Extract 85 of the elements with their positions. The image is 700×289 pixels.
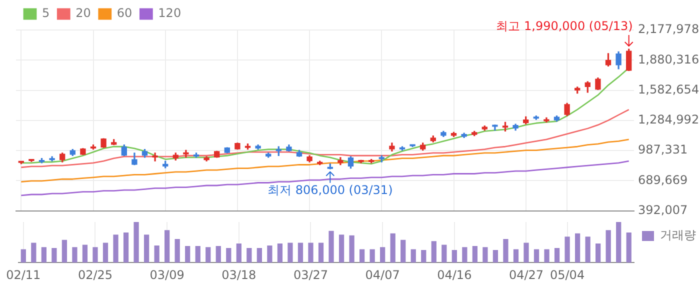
- bar: [123, 232, 129, 263]
- bar: [31, 242, 36, 263]
- bar: [288, 242, 293, 263]
- x-tick-label: 04/16: [437, 268, 472, 282]
- bar: [102, 242, 108, 263]
- bar: [442, 244, 447, 263]
- bar: [370, 249, 375, 263]
- bar: [462, 247, 468, 263]
- bar: [492, 250, 498, 263]
- candlestick: [152, 152, 158, 162]
- bar: [52, 248, 57, 263]
- bar: [92, 247, 98, 263]
- bar: [328, 230, 334, 263]
- bar: [113, 234, 118, 263]
- bar: [236, 244, 242, 263]
- bar: [421, 250, 426, 263]
- bar: [82, 244, 88, 263]
- candlestick: [183, 150, 189, 158]
- bar: [174, 239, 180, 263]
- bar: [267, 246, 272, 263]
- legend-label: 거래량: [660, 228, 696, 242]
- bar: [226, 248, 232, 263]
- y-tick-label: 392,007: [638, 202, 688, 217]
- bar: [349, 235, 354, 263]
- legend-label: 120: [158, 6, 182, 20]
- annotation: 최저 806,000 (03/31): [268, 183, 393, 198]
- bar: [216, 246, 221, 263]
- x-tick-label: 04/07: [365, 268, 400, 282]
- bar: [62, 240, 68, 263]
- bar: [308, 242, 314, 263]
- y-tick-label: 2,177,978: [638, 22, 700, 36]
- bar: [359, 249, 365, 263]
- y-tick-label: 1,880,316: [638, 52, 700, 66]
- bar: [72, 247, 78, 263]
- bar: [513, 249, 519, 263]
- bar: [256, 248, 262, 263]
- bar: [206, 247, 211, 263]
- bar: [195, 246, 200, 263]
- bar: [564, 236, 570, 263]
- legend-label: 60: [116, 6, 132, 20]
- bar: [390, 233, 396, 263]
- bar: [380, 247, 386, 263]
- bar: [524, 242, 529, 263]
- y-tick-label: 1,284,992: [638, 112, 700, 127]
- bar: [144, 234, 150, 263]
- y-tick-label: 689,669: [638, 172, 688, 187]
- bar: [452, 250, 457, 263]
- bar: [482, 247, 488, 263]
- bar: [164, 230, 170, 263]
- x-tick-label: 04/27: [508, 268, 544, 282]
- bar: [534, 249, 540, 263]
- bar: [544, 249, 550, 263]
- bar: [246, 248, 252, 263]
- bar: [503, 239, 508, 263]
- bar: [574, 233, 580, 263]
- bar: [134, 222, 139, 263]
- bar: [41, 247, 46, 263]
- bar: [606, 230, 611, 263]
- x-tick-label: 05/04: [550, 268, 585, 282]
- bar: [410, 249, 416, 263]
- x-tick-label: 02/25: [78, 268, 113, 282]
- legend-label: 5: [42, 6, 50, 20]
- bar: [277, 244, 283, 263]
- bar: [554, 248, 560, 263]
- bar: [596, 244, 601, 263]
- bar: [318, 242, 324, 263]
- bar: [154, 246, 160, 263]
- bar: [616, 222, 622, 263]
- annotation: 최고 1,990,000 (05/13): [496, 19, 633, 34]
- y-tick-label: 987,331: [638, 142, 688, 157]
- bar: [472, 246, 478, 263]
- bar: [585, 236, 590, 263]
- legend-label: 20: [76, 6, 91, 20]
- bar: [626, 232, 632, 263]
- bar: [185, 246, 190, 263]
- x-tick-label: 03/18: [222, 268, 256, 282]
- bar: [431, 241, 436, 263]
- bar: [400, 240, 406, 263]
- bar: [338, 234, 344, 263]
- bar: [20, 249, 26, 263]
- x-tick-label: 02/11: [6, 268, 41, 282]
- y-tick-label: 1,582,654: [638, 82, 700, 96]
- x-tick-label: 03/09: [150, 268, 184, 282]
- x-tick-label: 03/27: [293, 268, 328, 282]
- bar: [298, 242, 304, 263]
